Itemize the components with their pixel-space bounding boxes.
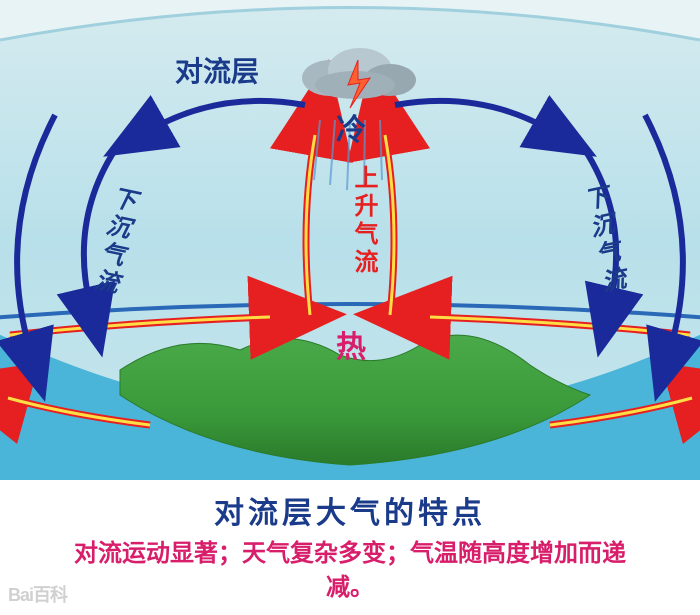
horizon-line [0, 304, 700, 318]
cold-arrow-aloft-left [150, 101, 305, 130]
cold-arrow-aloft-right [395, 101, 550, 130]
subtitle: 对流运动显著；天气复杂多变；气温随高度增加而递减。 [0, 538, 700, 605]
main-title: 对流层大气的特点 [0, 488, 700, 532]
caption-area: 对流层大气的特点 对流运动显著；天气复杂多变；气温随高度增加而递减。 [0, 480, 700, 615]
cold-label: 冷 [336, 105, 366, 149]
layer-label: 对流层 [175, 50, 259, 90]
watermark: Bai百科 [8, 581, 67, 607]
hot-label: 热 [336, 322, 366, 366]
rising-label: 上升气流 [346, 165, 381, 277]
troposphere-diagram: 对流层 冷 热 上升气流 下沉气流 下沉气流 [0, 0, 700, 480]
